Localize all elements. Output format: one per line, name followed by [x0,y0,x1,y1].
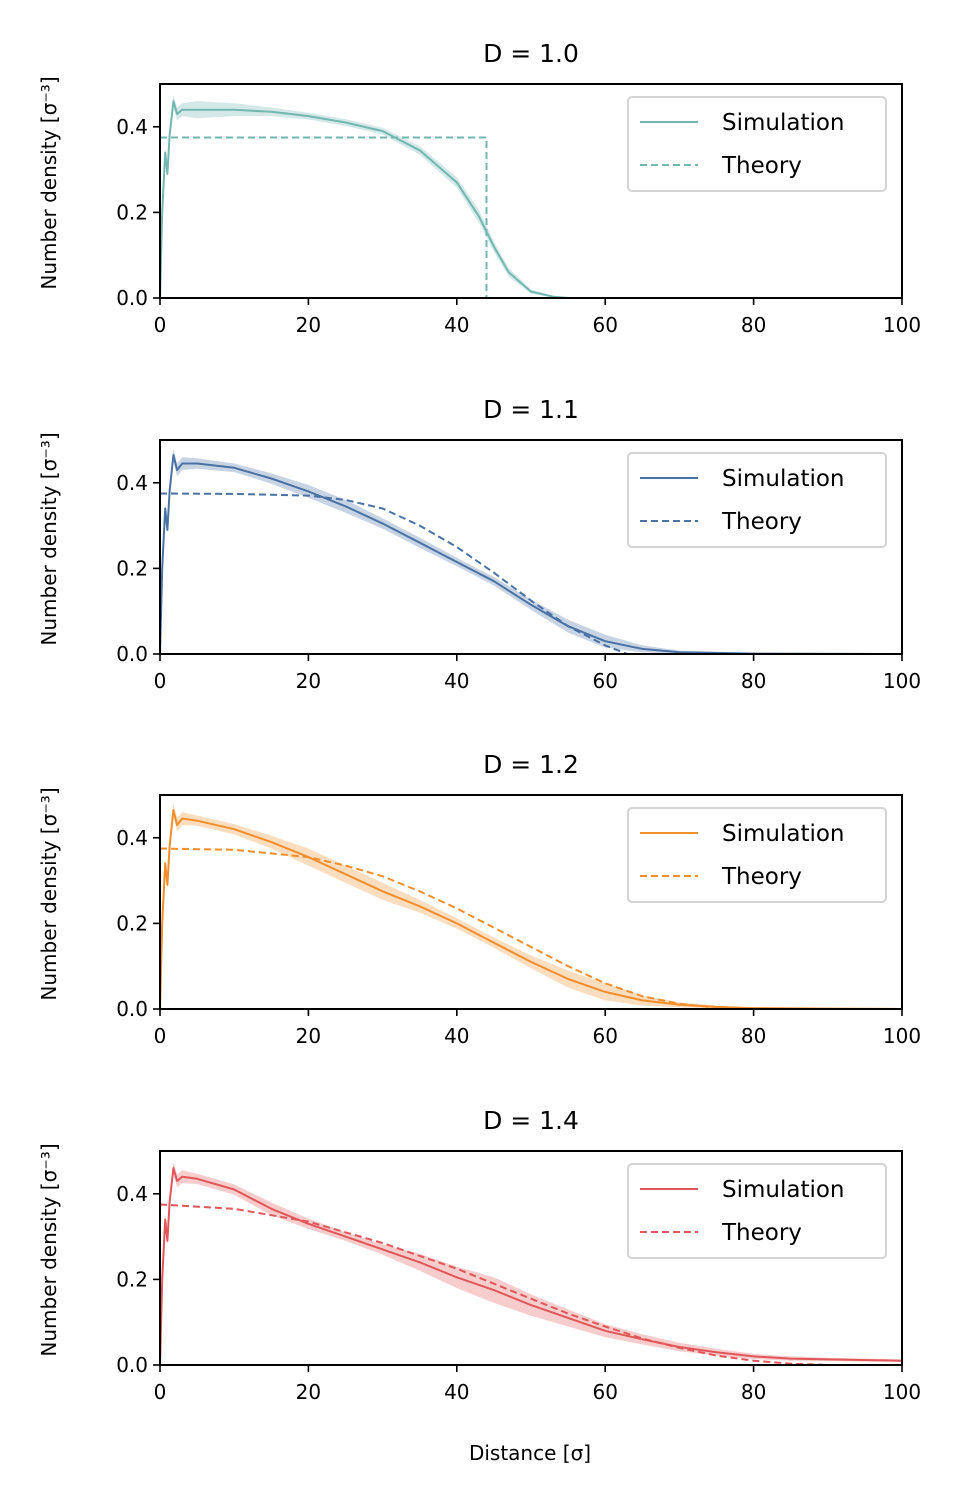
x-tick-label: 0 [154,669,167,693]
panel-2: D = 1.1 Number density [σ⁻³] 0 20 40 60 80 100 0… [37,395,921,693]
x-tick-label: 20 [296,1024,321,1048]
x-axis-label: Distance [σ] [469,1441,591,1465]
panel-title: D = 1.4 [483,1106,579,1135]
legend-label-theory: Theory [721,509,802,535]
x-tick-label: 0 [154,1024,167,1048]
legend-label-simulation: Simulation [722,821,845,847]
simulation-band [160,448,902,654]
y-tick-label: 0.0 [116,642,148,666]
legend-label-theory: Theory [721,864,802,890]
y-tick-label: 0.0 [116,997,148,1021]
x-tick-label: 60 [592,669,617,693]
x-tick-label: 60 [592,1380,617,1404]
y-axis-label: Number density [σ⁻³] [37,1143,61,1356]
x-tick-label: 80 [741,669,766,693]
legend: Simulation Theory [627,452,887,548]
theory-line [160,492,628,654]
panel-3: D = 1.2 Number density [σ⁻³] 0 20 40 60 80 100 0… [37,750,921,1048]
simulation-band [160,94,902,298]
panel-title: D = 1.1 [483,395,579,424]
x-tick-label: 60 [592,313,617,337]
simulation-line [160,454,902,654]
plot-area [160,1161,902,1365]
simulation-band [160,803,902,1009]
x-tick-label: 60 [592,1024,617,1048]
legend-label-simulation: Simulation [722,110,845,136]
simulation-line [160,1167,902,1365]
x-tick-label: 100 [883,669,921,693]
plot-frame [159,83,903,299]
legend-label-simulation: Simulation [722,466,845,492]
panel-4: D = 1.4 Number density [σ⁻³] 0 20 40 60 80 100 0… [37,1106,921,1404]
y-axis-label: Number density [σ⁻³] [37,76,61,289]
plot-frame [159,794,903,1010]
panels: D = 1.0 Number density [σ⁻³] 0 20 40 60 80 100 0… [37,39,921,1404]
plot-frame [159,1150,903,1366]
y-tick-label: 0.0 [116,1353,148,1377]
plot-area [160,803,902,1009]
x-tick-label: 80 [741,313,766,337]
legend-label-simulation: Simulation [722,1177,845,1203]
legend-label-theory: Theory [721,153,802,179]
legend-box [627,96,887,192]
x-tick-label: 20 [296,1380,321,1404]
x-tick-label: 100 [883,1024,921,1048]
y-tick-label: 0.4 [116,1182,148,1206]
theory-line [160,1203,828,1365]
x-tick-label: 80 [741,1380,766,1404]
y-tick-label: 0.4 [116,471,148,495]
x-tick-label: 100 [883,313,921,337]
plot-area [160,94,902,298]
legend: Simulation Theory [627,807,887,903]
y-tick-label: 0.2 [116,911,148,935]
x-tick-label: 0 [154,313,167,337]
x-tick-label: 40 [444,313,469,337]
x-tick-label: 40 [444,1024,469,1048]
x-tick-label: 20 [296,313,321,337]
legend-box [627,1163,887,1259]
y-tick-label: 0.4 [116,826,148,850]
y-tick-label: 0.4 [116,115,148,139]
y-tick-label: 0.2 [116,200,148,224]
y-axis-label: Number density [σ⁻³] [37,787,61,1000]
legend-box [627,452,887,548]
x-tick-label: 0 [154,1380,167,1404]
x-tick-label: 80 [741,1024,766,1048]
panel-1: D = 1.0 Number density [σ⁻³] 0 20 40 60 80 100 0… [37,39,921,337]
plot-area [160,448,902,654]
legend-box [627,807,887,903]
x-tick-label: 100 [883,1380,921,1404]
simulation-line [160,100,902,298]
x-tick-label: 40 [444,669,469,693]
x-tick-label: 40 [444,1380,469,1404]
legend: Simulation Theory [627,96,887,192]
y-axis-label: Number density [σ⁻³] [37,432,61,645]
y-tick-label: 0.2 [116,1267,148,1291]
plot-frame [159,439,903,655]
legend-label-theory: Theory [721,1220,802,1246]
y-tick-label: 0.0 [116,286,148,310]
simulation-line [160,809,902,1009]
panel-title: D = 1.2 [483,750,579,779]
panel-title: D = 1.0 [483,39,579,68]
legend: Simulation Theory [627,1163,887,1259]
x-tick-label: 20 [296,669,321,693]
y-tick-label: 0.2 [116,556,148,580]
